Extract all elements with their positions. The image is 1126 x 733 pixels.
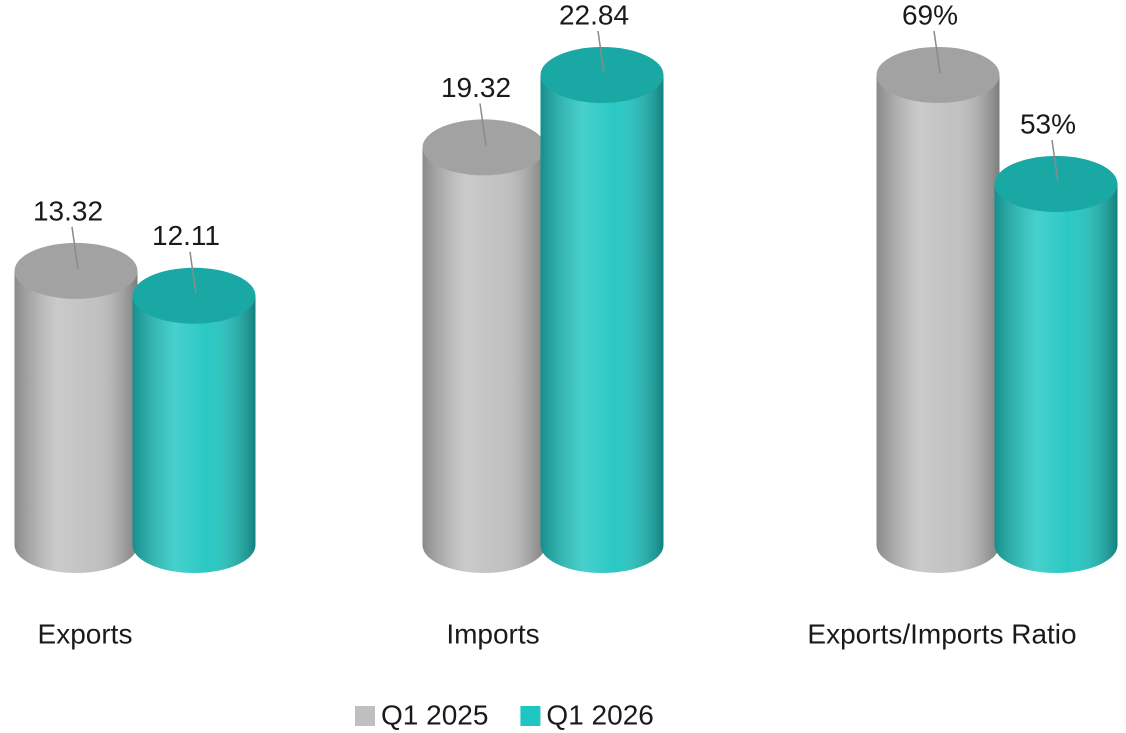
- x-tick-label: Exports: [38, 618, 133, 649]
- bar-top-shade: [132, 267, 256, 324]
- bar-top: [422, 119, 546, 176]
- data-label: 69%: [902, 0, 958, 30]
- bar-shading: [422, 147, 546, 573]
- bar-top-shade: [422, 119, 546, 176]
- data-label: 12.11: [152, 220, 220, 251]
- x-tick-label: Imports: [446, 618, 539, 649]
- bar-shading: [14, 270, 138, 573]
- data-label: 22.84: [559, 0, 629, 30]
- leader-line: [933, 30, 941, 74]
- bar-top-shade: [994, 155, 1118, 212]
- legend-swatch: [520, 706, 541, 726]
- data-label: 53%: [1020, 108, 1076, 139]
- bar-top-shade: [876, 47, 1000, 103]
- bar-top: [132, 267, 256, 324]
- data-label: 19.32: [441, 72, 511, 103]
- bar-top-shade: [540, 47, 664, 103]
- legend-label: Q1 2025: [381, 699, 488, 730]
- bar-shading: [132, 295, 256, 573]
- bar-shading: [994, 183, 1118, 573]
- leader-line: [1051, 139, 1059, 183]
- bar-top: [14, 242, 138, 299]
- bar-shading: [540, 75, 664, 573]
- leader-line: [71, 226, 79, 270]
- leader-line: [189, 251, 197, 294]
- legend-swatch: [355, 706, 375, 726]
- bar-top-shade: [14, 242, 138, 299]
- x-tick-label: Exports/Imports Ratio: [807, 618, 1076, 649]
- legend-label: Q1 2026: [546, 699, 653, 730]
- bar-shading: [876, 75, 1000, 573]
- bar-top: [540, 47, 664, 103]
- bar-top: [994, 155, 1118, 212]
- leader-line: [479, 103, 487, 146]
- data-label: 13.32: [33, 195, 103, 226]
- bar-top: [876, 47, 1000, 103]
- leader-line: [597, 30, 605, 74]
